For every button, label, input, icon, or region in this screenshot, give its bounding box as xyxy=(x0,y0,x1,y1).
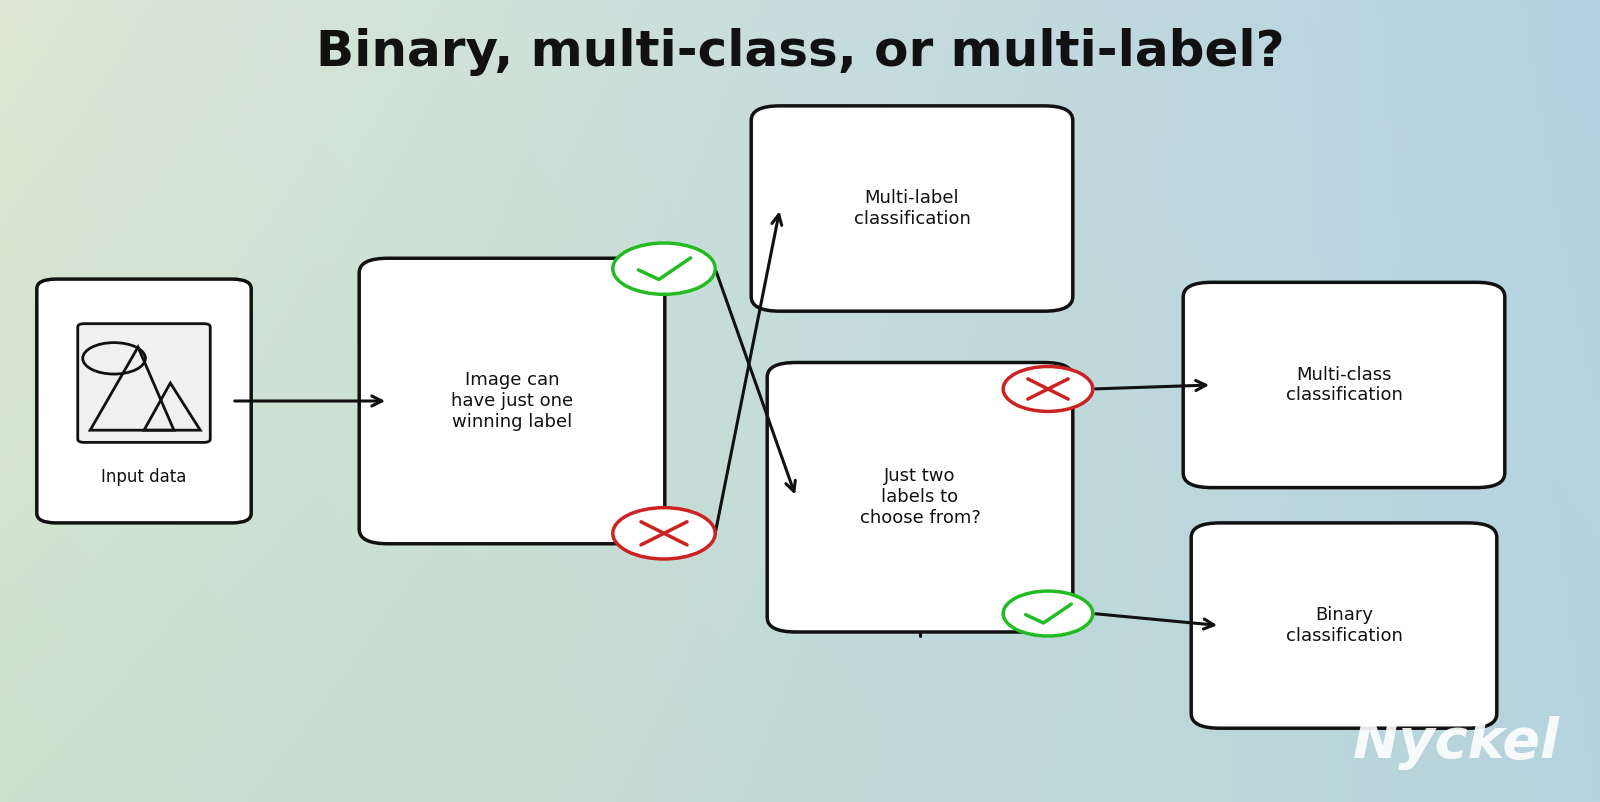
Text: Multi-class
classification: Multi-class classification xyxy=(1285,366,1403,404)
FancyBboxPatch shape xyxy=(37,279,251,523)
Text: Nyckel: Nyckel xyxy=(1354,716,1560,770)
FancyBboxPatch shape xyxy=(1182,282,1504,488)
Circle shape xyxy=(613,508,715,559)
Text: Binary, multi-class, or multi-label?: Binary, multi-class, or multi-label? xyxy=(315,28,1285,76)
FancyBboxPatch shape xyxy=(358,258,666,544)
Text: Binary
classification: Binary classification xyxy=(1285,606,1403,645)
FancyBboxPatch shape xyxy=(768,363,1072,632)
Text: Input data: Input data xyxy=(101,468,187,486)
FancyBboxPatch shape xyxy=(78,324,210,443)
Text: Multi-label
classification: Multi-label classification xyxy=(853,189,971,228)
Text: Image can
have just one
winning label: Image can have just one winning label xyxy=(451,371,573,431)
FancyBboxPatch shape xyxy=(750,106,1072,311)
Circle shape xyxy=(1003,591,1093,636)
Text: Just two
labels to
choose from?: Just two labels to choose from? xyxy=(859,468,981,527)
Circle shape xyxy=(1003,367,1093,411)
Circle shape xyxy=(613,243,715,294)
FancyBboxPatch shape xyxy=(1190,523,1498,728)
